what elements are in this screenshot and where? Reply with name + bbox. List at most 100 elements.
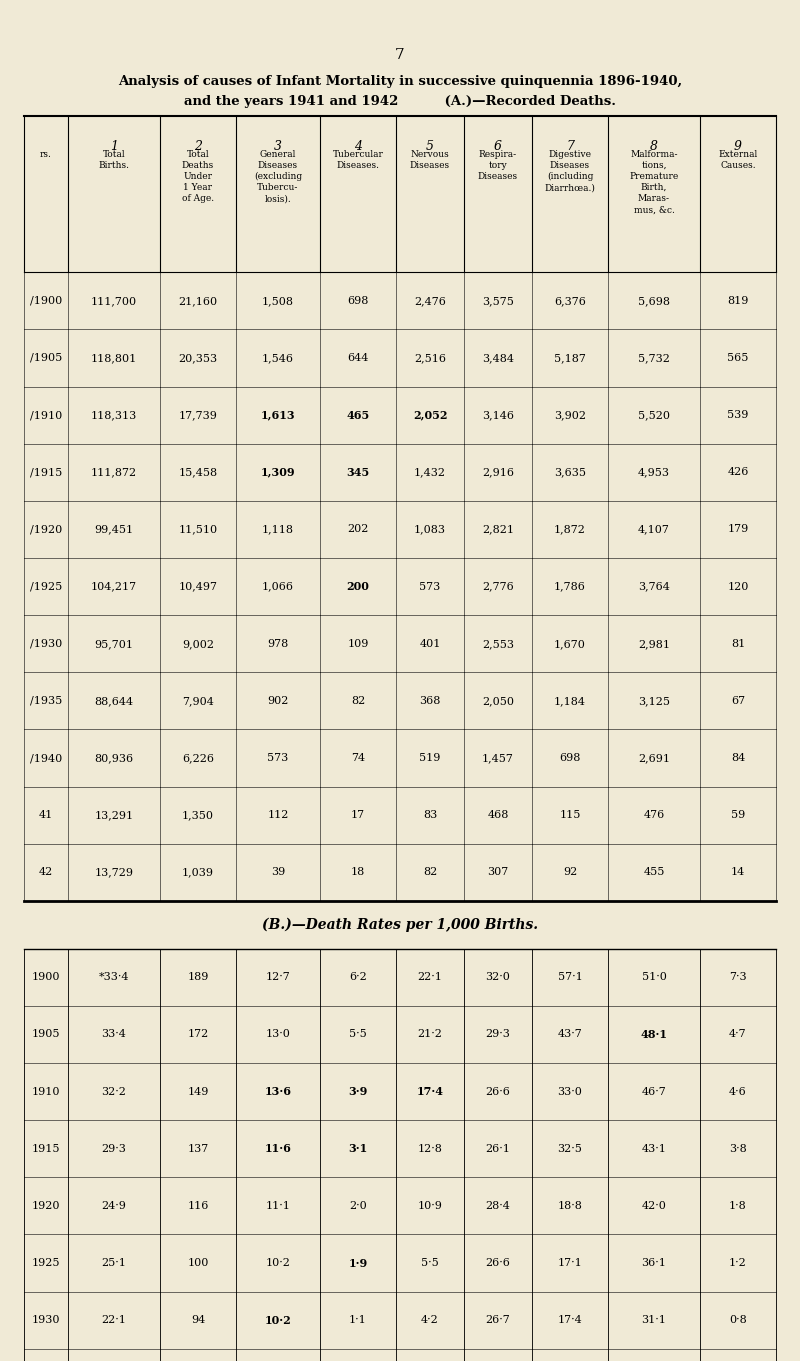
Text: 24·9: 24·9 [102,1200,126,1211]
Text: 4·7: 4·7 [729,1029,747,1040]
Text: 1,118: 1,118 [262,524,294,535]
Text: 10·2: 10·2 [265,1315,291,1326]
Text: 7,904: 7,904 [182,695,214,706]
Text: 99,451: 99,451 [94,524,134,535]
Text: 6,226: 6,226 [182,753,214,764]
Text: 698: 698 [559,753,581,764]
Text: External
Causes.: External Causes. [718,150,758,170]
Text: 3,764: 3,764 [638,581,670,592]
Text: 902: 902 [267,695,289,706]
Text: 14: 14 [731,867,745,878]
Text: 7: 7 [566,140,574,154]
Text: 179: 179 [727,524,749,535]
Text: 1·1: 1·1 [349,1315,367,1326]
Text: 1905: 1905 [32,1029,60,1040]
Text: 109: 109 [347,638,369,649]
Text: 5,520: 5,520 [638,410,670,421]
Text: 4·6: 4·6 [729,1086,747,1097]
Text: 17,739: 17,739 [178,410,218,421]
Text: 3,146: 3,146 [482,410,514,421]
Text: 111,872: 111,872 [91,467,137,478]
Text: 5,187: 5,187 [554,352,586,363]
Text: /1920: /1920 [30,524,62,535]
Text: 573: 573 [419,581,441,592]
Text: /1935: /1935 [30,695,62,706]
Text: 2,916: 2,916 [482,467,514,478]
Text: 9: 9 [734,140,742,154]
Text: 4: 4 [354,140,362,154]
Text: 13·0: 13·0 [266,1029,290,1040]
Text: 6,376: 6,376 [554,295,586,306]
Text: 112: 112 [267,810,289,821]
Text: 83: 83 [423,810,437,821]
Text: 33·4: 33·4 [102,1029,126,1040]
Text: /1905: /1905 [30,352,62,363]
Text: General
Diseases
(excluding
Tubercu-
losis).: General Diseases (excluding Tubercu- los… [254,150,302,203]
Text: 2·0: 2·0 [349,1200,367,1211]
Text: 1·2: 1·2 [729,1258,747,1268]
Text: 1,432: 1,432 [414,467,446,478]
Text: 4,107: 4,107 [638,524,670,535]
Text: 3·8: 3·8 [729,1143,747,1154]
Text: 84: 84 [731,753,745,764]
Text: 36·1: 36·1 [642,1258,666,1268]
Text: 115: 115 [559,810,581,821]
Text: 42: 42 [39,867,53,878]
Text: Digestive
Diseases
(including
Diarrhœa.): Digestive Diseases (including Diarrhœa.) [545,150,595,192]
Text: 10·2: 10·2 [266,1258,290,1268]
Text: 1900: 1900 [32,972,60,983]
Text: rs.: rs. [40,150,52,159]
Text: Total
Births.: Total Births. [98,150,130,170]
Text: 67: 67 [731,695,745,706]
Text: *33·4: *33·4 [98,972,130,983]
Text: 468: 468 [487,810,509,821]
Text: 31·1: 31·1 [642,1315,666,1326]
Text: 2,050: 2,050 [482,695,514,706]
Text: 3,575: 3,575 [482,295,514,306]
Text: 12·8: 12·8 [418,1143,442,1154]
Text: 22·1: 22·1 [102,1315,126,1326]
Text: 26·1: 26·1 [486,1143,510,1154]
Text: 5·5: 5·5 [421,1258,439,1268]
Text: 0·8: 0·8 [729,1315,747,1326]
Text: 401: 401 [419,638,441,649]
Text: 2,476: 2,476 [414,295,446,306]
Text: 18: 18 [351,867,365,878]
Text: 13,729: 13,729 [94,867,134,878]
Text: 4,953: 4,953 [638,467,670,478]
Text: 368: 368 [419,695,441,706]
Text: (B.)—Death Rates per 1,000 Births.: (B.)—Death Rates per 1,000 Births. [262,917,538,932]
Text: 17·1: 17·1 [558,1258,582,1268]
Text: 10,497: 10,497 [178,581,218,592]
Text: 13·6: 13·6 [265,1086,291,1097]
Text: 25·1: 25·1 [102,1258,126,1268]
Text: 17·4: 17·4 [558,1315,582,1326]
Text: 26·7: 26·7 [486,1315,510,1326]
Text: 5,698: 5,698 [638,295,670,306]
Text: 11·1: 11·1 [266,1200,290,1211]
Text: /1925: /1925 [30,581,62,592]
Text: 539: 539 [727,410,749,421]
Text: 1,184: 1,184 [554,695,586,706]
Text: 1,508: 1,508 [262,295,294,306]
Text: 137: 137 [187,1143,209,1154]
Text: 22·1: 22·1 [418,972,442,983]
Text: 4·2: 4·2 [421,1315,439,1326]
Text: 15,458: 15,458 [178,467,218,478]
Text: 307: 307 [487,867,509,878]
Text: 1915: 1915 [32,1143,60,1154]
Text: 20,353: 20,353 [178,352,218,363]
Text: 2,981: 2,981 [638,638,670,649]
Text: 32·0: 32·0 [486,972,510,983]
Text: 2,776: 2,776 [482,581,514,592]
Text: 2: 2 [194,140,202,154]
Text: 644: 644 [347,352,369,363]
Text: 2,052: 2,052 [413,410,447,421]
Text: 42·0: 42·0 [642,1200,666,1211]
Text: 43·1: 43·1 [642,1143,666,1154]
Text: /1930: /1930 [30,638,62,649]
Text: 29·3: 29·3 [102,1143,126,1154]
Text: 978: 978 [267,638,289,649]
Text: 46·7: 46·7 [642,1086,666,1097]
Text: 426: 426 [727,467,749,478]
